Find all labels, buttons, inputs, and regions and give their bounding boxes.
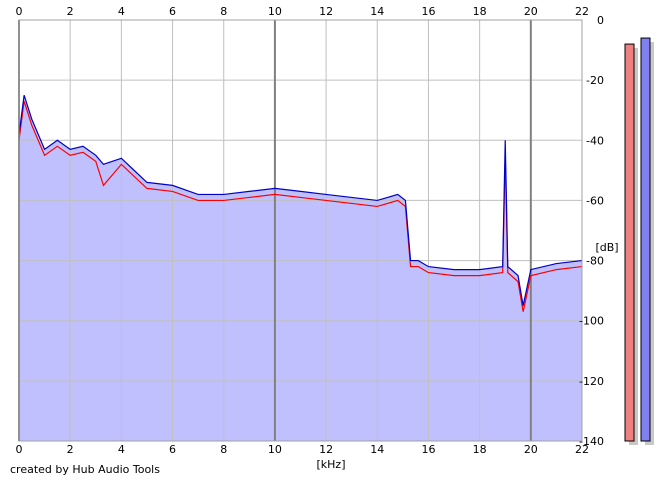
y-tick-label: -20 <box>586 74 604 87</box>
x-tick-label: 2 <box>67 443 74 456</box>
y-tick-label: -80 <box>586 255 604 268</box>
x-tick-label: 12 <box>319 5 333 18</box>
x-tick-label: 18 <box>473 5 487 18</box>
y-axis-right: 0 -20 -40 -60 -80 -100 -120 -140 <box>579 14 604 448</box>
x-tick-label: 14 <box>370 443 384 456</box>
x-tick-label: 0 <box>16 443 23 456</box>
x-axis-bottom: 0 2 4 6 8 10 12 14 16 18 20 22 <box>16 443 590 456</box>
x-tick-label: 16 <box>421 5 435 18</box>
x-tick-label: 18 <box>473 443 487 456</box>
y-tick-label: 0 <box>597 14 604 27</box>
x-tick-label: 20 <box>524 443 538 456</box>
x-tick-label: 16 <box>421 443 435 456</box>
spectrum-line <box>18 94 583 306</box>
y-tick-label: -120 <box>579 375 604 388</box>
level-meter-left <box>624 43 635 442</box>
level-meter-right <box>640 37 651 442</box>
plot-frame <box>18 19 583 442</box>
level-meters <box>624 37 654 446</box>
x-tick-label: 10 <box>268 5 282 18</box>
x-tick-label: 2 <box>67 5 74 18</box>
x-tick-label: 0 <box>16 5 23 18</box>
x-tick-label: 6 <box>169 5 176 18</box>
y-tick-label: -60 <box>586 194 604 207</box>
y-tick-label: -140 <box>579 435 604 448</box>
x-tick-label: 4 <box>118 5 125 18</box>
y-tick-label: -40 <box>586 134 604 147</box>
x-tick-label: 8 <box>220 5 227 18</box>
spectrum-plot <box>18 19 583 442</box>
x-tick-label: 22 <box>575 443 589 456</box>
x-axis-label: [kHz] <box>317 458 346 471</box>
x-tick-label: 14 <box>370 5 384 18</box>
y-axis-label: [dB] <box>595 241 618 254</box>
x-tick-label: 12 <box>319 443 333 456</box>
y-tick-label: -100 <box>579 315 604 328</box>
x-tick-label: 20 <box>524 5 538 18</box>
x-tick-label: 4 <box>118 443 125 456</box>
x-axis-top: 0 2 4 6 8 10 12 14 16 18 20 22 <box>16 5 590 18</box>
spectrum-area <box>19 95 582 441</box>
x-tick-label: 6 <box>169 443 176 456</box>
credit-text: created by Hub Audio Tools <box>10 463 160 476</box>
x-tick-label: 8 <box>220 443 227 456</box>
x-tick-label: 22 <box>575 5 589 18</box>
x-tick-label: 10 <box>268 443 282 456</box>
